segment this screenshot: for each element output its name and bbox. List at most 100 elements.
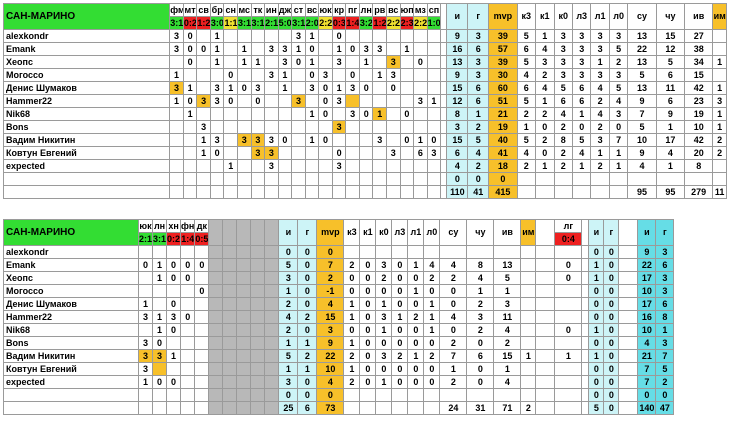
unused-slot[interactable]	[264, 297, 280, 311]
player-stat[interactable]: 4	[608, 94, 629, 108]
lg-stat-header[interactable]: г	[603, 219, 620, 246]
match-points[interactable]: 3	[331, 159, 347, 173]
player-stat[interactable]: 3	[316, 323, 345, 337]
match-points[interactable]: 3	[250, 81, 266, 95]
match-points[interactable]: 0	[358, 107, 374, 121]
match-points[interactable]: 1	[196, 146, 211, 160]
empty-cell[interactable]	[291, 185, 306, 199]
lg-score[interactable]: 0:4	[554, 232, 583, 246]
match-points[interactable]	[237, 146, 252, 160]
match-points[interactable]	[358, 68, 374, 82]
player-stat[interactable]: 13	[627, 29, 657, 43]
lg-stat[interactable]: 0	[603, 258, 620, 272]
player-stat[interactable]: 11	[493, 310, 522, 324]
player-stat[interactable]: 4	[467, 146, 490, 160]
player-stat[interactable]	[535, 172, 555, 186]
match-score[interactable]: 1:4	[180, 232, 196, 246]
match-points[interactable]: 1	[209, 42, 225, 56]
player-stat[interactable]: 11	[655, 81, 686, 95]
unused-slot[interactable]	[236, 349, 252, 363]
player-stat[interactable]: 2	[466, 323, 495, 337]
match-points[interactable]	[426, 81, 442, 95]
player-stat[interactable]: 0	[439, 297, 468, 311]
player-stat[interactable]: 4	[439, 258, 468, 272]
stat-header[interactable]: л3	[571, 3, 592, 30]
season-total[interactable]: 3	[655, 336, 675, 350]
match-points[interactable]: 3	[209, 81, 225, 95]
player-stat[interactable]: 0	[359, 271, 377, 285]
player-stat[interactable]	[627, 172, 657, 186]
match-points[interactable]: 0	[180, 310, 196, 324]
stat-header[interactable]: mvp	[488, 3, 518, 30]
opponent-header[interactable]: ст	[291, 3, 306, 17]
match-score[interactable]: 0:2	[166, 232, 182, 246]
match-points[interactable]	[137, 271, 154, 285]
lg-spacer[interactable]	[581, 271, 590, 285]
match-points[interactable]	[399, 94, 415, 108]
lg-stat[interactable]: 1	[588, 271, 605, 285]
match-points[interactable]	[413, 68, 428, 82]
player-stat[interactable]: 8	[466, 258, 495, 272]
match-points[interactable]	[223, 133, 238, 147]
player-stat[interactable]: 0	[391, 362, 409, 376]
match-score[interactable]: 2:3	[399, 16, 415, 30]
unused-slot[interactable]	[250, 388, 266, 402]
player-stat[interactable]: 2	[423, 271, 441, 285]
match-points[interactable]: 1	[223, 81, 238, 95]
total-stat[interactable]: 279	[684, 185, 714, 199]
match-points[interactable]	[426, 55, 442, 69]
player-stat[interactable]: 13	[446, 55, 469, 69]
player-stat[interactable]: 42	[684, 81, 714, 95]
match-points[interactable]	[277, 172, 293, 186]
stat-header[interactable]: им	[712, 3, 727, 30]
match-points[interactable]: 0	[318, 81, 333, 95]
player-stat[interactable]: 0	[359, 349, 377, 363]
player-stat[interactable]: 2	[516, 107, 537, 121]
match-points[interactable]	[180, 375, 196, 389]
match-points[interactable]	[196, 68, 211, 82]
match-points[interactable]	[180, 362, 196, 376]
player-name[interactable]	[3, 388, 139, 402]
match-points[interactable]	[304, 146, 320, 160]
match-points[interactable]	[426, 172, 442, 186]
player-stat[interactable]: 1	[407, 258, 425, 272]
total-stat[interactable]: 41	[467, 185, 490, 199]
player-stat[interactable]: 4	[316, 297, 345, 311]
match-points[interactable]	[345, 55, 360, 69]
match-points[interactable]: 1	[182, 81, 198, 95]
match-points[interactable]	[166, 284, 182, 298]
match-score[interactable]: 2:1	[137, 232, 154, 246]
player-stat[interactable]: 1	[571, 159, 592, 173]
player-name[interactable]: Денис Шумаков	[3, 297, 139, 311]
match-points[interactable]	[264, 94, 279, 108]
player-stat[interactable]: 1	[278, 336, 299, 350]
unused-slot[interactable]	[208, 219, 224, 246]
player-stat[interactable]: 0	[359, 362, 377, 376]
player-stat[interactable]: 1	[439, 362, 468, 376]
spacer[interactable]	[535, 284, 556, 298]
player-stat[interactable]: 1	[423, 310, 441, 324]
empty-cell[interactable]	[182, 185, 198, 199]
unused-slot[interactable]	[250, 219, 266, 246]
player-name[interactable]: Хеопс	[2, 55, 171, 69]
total-stat[interactable]	[516, 185, 537, 199]
match-points[interactable]	[166, 362, 182, 376]
player-stat[interactable]: 39	[488, 55, 518, 69]
player-stat[interactable]	[520, 336, 537, 350]
player-stat[interactable]: 2	[590, 94, 610, 108]
match-points[interactable]	[426, 68, 442, 82]
player-stat[interactable]: 3	[278, 271, 299, 285]
player-stat[interactable]: 0	[316, 245, 345, 259]
match-points[interactable]: 1	[209, 55, 225, 69]
spacer[interactable]	[535, 375, 556, 389]
player-stat[interactable]: 22	[627, 42, 657, 56]
match-points[interactable]	[194, 310, 210, 324]
empty-cell[interactable]	[196, 185, 211, 199]
stat-header[interactable]: чу	[466, 219, 495, 246]
player-stat[interactable]: 0	[375, 336, 393, 350]
match-points[interactable]	[180, 245, 196, 259]
match-score[interactable]: 0:2	[182, 16, 198, 30]
match-points[interactable]	[182, 133, 198, 147]
player-stat[interactable]: 1	[571, 107, 592, 121]
match-points[interactable]: 0	[166, 271, 182, 285]
